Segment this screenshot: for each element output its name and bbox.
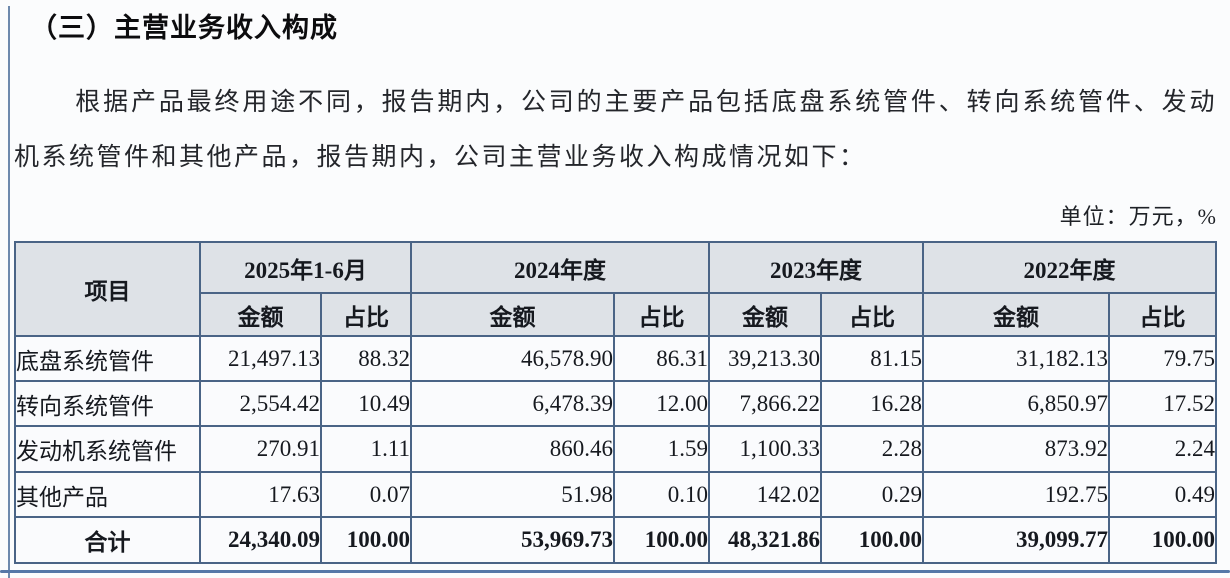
cell-value: 2.24: [1108, 425, 1218, 473]
unit-label: 单位：万元，%: [1059, 204, 1217, 229]
cell-value: 2,554.42: [199, 380, 322, 427]
table-row-chassis: 底盘系统管件 21,497.13 88.32 46,578.90 86.31 3…: [14, 335, 1218, 382]
row-label: 其他产品: [14, 471, 201, 518]
header-ratio-2023: 占比: [820, 292, 925, 337]
cell-value: 12.00: [613, 380, 711, 427]
cell-value: 1,100.33: [708, 425, 823, 473]
cell-value: 17.63: [199, 471, 322, 518]
cell-value: 17.52: [1108, 380, 1218, 427]
header-amount-2022: 金额: [922, 292, 1111, 337]
cell-value: 192.75: [922, 471, 1111, 518]
cell-value: 88.32: [319, 335, 413, 382]
cell-value: 7,866.22: [708, 380, 823, 427]
table-row-steering: 转向系统管件 2,554.42 10.49 6,478.39 12.00 7,8…: [14, 380, 1218, 427]
row-label: 转向系统管件: [14, 380, 201, 427]
cell-value: 24,340.09: [199, 516, 322, 564]
cell-value: 39,099.77: [922, 516, 1111, 564]
cell-value: 860.46: [410, 425, 616, 473]
cell-value: 2.28: [820, 425, 925, 473]
revenue-composition-table: 项目 2025年1-6月 2024年度 2023年度 2022年度 金额 占比 …: [14, 241, 1218, 564]
row-label: 合计: [14, 516, 201, 564]
cell-value: 142.02: [708, 471, 823, 518]
cell-value: 1.11: [319, 425, 413, 473]
header-amount-2023: 金额: [708, 292, 823, 337]
table-row-other: 其他产品 17.63 0.07 51.98 0.10 142.02 0.29 1…: [14, 471, 1218, 518]
row-label: 发动机系统管件: [14, 425, 201, 473]
table-row-total: 合计 24,340.09 100.00 53,969.73 100.00 48,…: [14, 516, 1218, 564]
cell-value: 10.49: [319, 380, 413, 427]
header-ratio-2022: 占比: [1108, 292, 1218, 337]
cell-value: 100.00: [319, 516, 413, 564]
header-period-2022: 2022年度: [922, 241, 1218, 294]
cell-value: 6,850.97: [922, 380, 1111, 427]
cell-value: 86.31: [613, 335, 711, 382]
cell-value: 48,321.86: [708, 516, 823, 564]
page-left-border-line: [8, 6, 10, 578]
header-period-2023: 2023年度: [708, 241, 925, 294]
table-row-engine: 发动机系统管件 270.91 1.11 860.46 1.59 1,100.33…: [14, 425, 1218, 473]
cell-value: 39,213.30: [708, 335, 823, 382]
cell-value: 31,182.13: [922, 335, 1111, 382]
cell-value: 6,478.39: [410, 380, 616, 427]
row-label: 底盘系统管件: [14, 335, 201, 382]
cell-value: 873.92: [922, 425, 1111, 473]
cell-value: 0.49: [1108, 471, 1218, 518]
cell-value: 100.00: [820, 516, 925, 564]
cell-value: 0.07: [319, 471, 413, 518]
cell-value: 1.59: [613, 425, 711, 473]
cell-value: 270.91: [199, 425, 322, 473]
header-ratio-2025: 占比: [319, 292, 413, 337]
header-ratio-2024: 占比: [613, 292, 711, 337]
cell-value: 100.00: [613, 516, 711, 564]
header-item: 项目: [14, 241, 201, 337]
document-body: （三）主营业务收入构成 根据产品最终用途不同，报告期内，公司的主要产品包括底盘系…: [0, 6, 1230, 564]
header-period-2025: 2025年1-6月: [198, 241, 413, 294]
cell-value: 0.10: [613, 471, 711, 518]
cell-value: 100.00: [1108, 516, 1218, 564]
header-amount-2025: 金额: [199, 292, 322, 337]
header-row-metrics: 金额 占比 金额 占比 金额 占比 金额 占比: [15, 292, 1218, 337]
cell-value: 51.98: [410, 471, 616, 518]
cell-value: 46,578.90: [410, 335, 616, 382]
header-amount-2024: 金额: [410, 292, 616, 337]
header-period-2024: 2024年度: [410, 241, 711, 294]
intro-paragraph: 根据产品最终用途不同，报告期内，公司的主要产品包括底盘系统管件、转向系统管件、发…: [14, 89, 1217, 171]
cell-value: 16.28: [820, 380, 925, 427]
header-row-periods: 项目 2025年1-6月 2024年度 2023年度 2022年度: [14, 241, 1218, 337]
cell-value: 0.29: [820, 471, 925, 518]
cell-value: 21,497.13: [199, 335, 322, 382]
section-title: （三）主营业务收入构成: [30, 13, 338, 43]
cell-value: 79.75: [1108, 335, 1218, 382]
cell-value: 53,969.73: [410, 516, 616, 564]
cell-value: 81.15: [820, 335, 925, 382]
